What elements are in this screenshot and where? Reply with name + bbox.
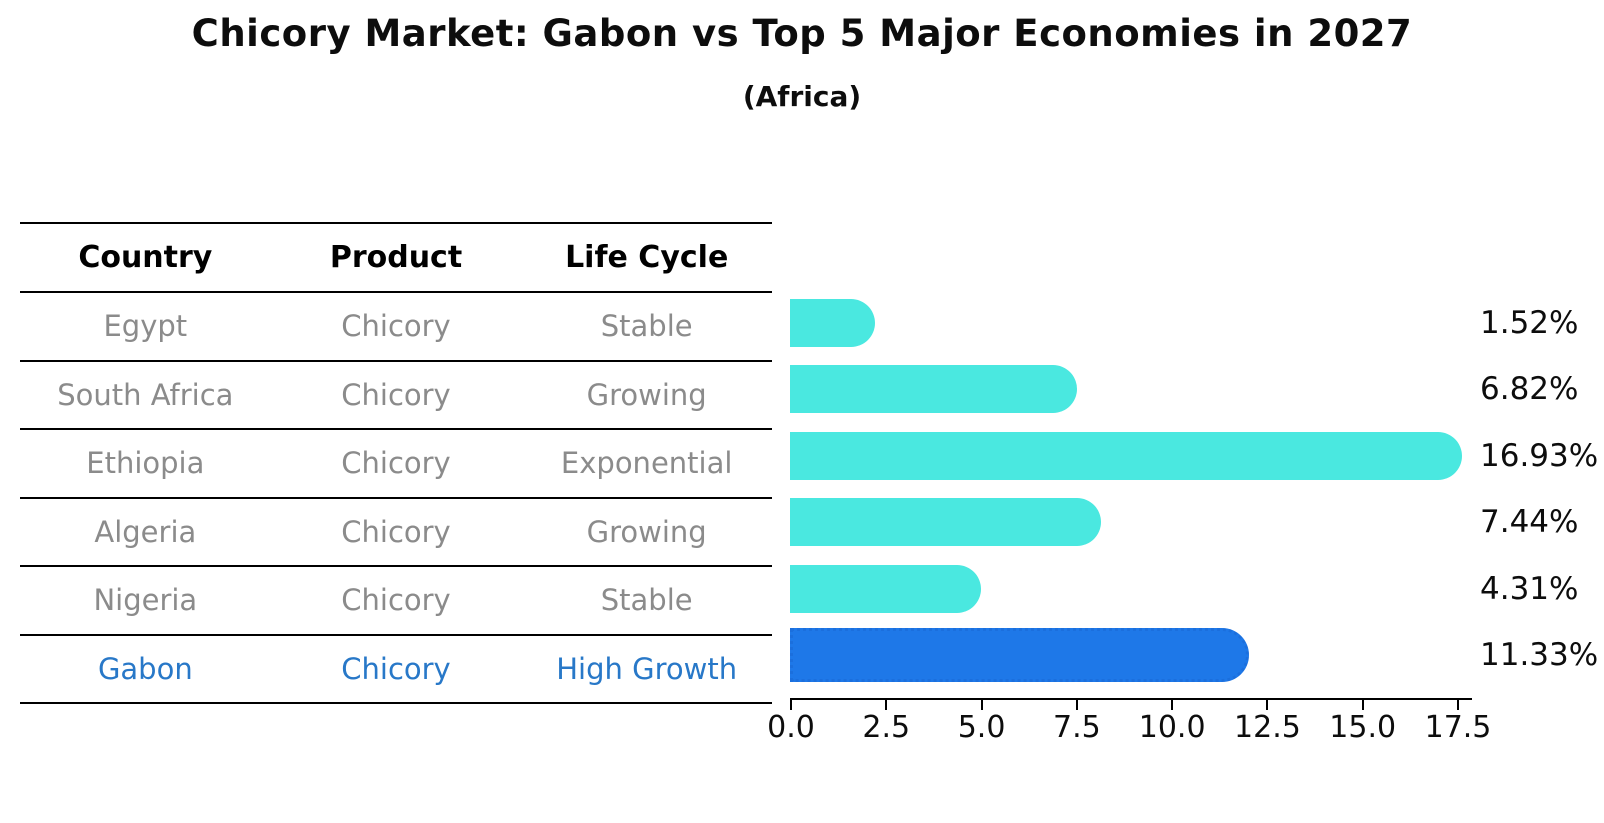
bar (790, 431, 1463, 480)
cell-product: Chicory (341, 514, 451, 549)
x-axis-tick-label: 15.0 (1329, 710, 1397, 745)
cell-life-cycle: Exponential (560, 446, 733, 481)
header-cell-life-cycle: Life Cycle (565, 240, 729, 275)
cell-life-cycle: Growing (586, 514, 707, 549)
x-axis-tick (1266, 700, 1269, 710)
x-axis-tick-label: 10.0 (1138, 710, 1206, 745)
bar (790, 498, 1101, 546)
table-header-row: Country Product Life Cycle (20, 222, 772, 293)
value-label: 1.52% (1480, 304, 1579, 341)
bar (790, 365, 1077, 413)
cell-country: Ethiopia (86, 446, 205, 481)
table-row: Algeria Chicory Growing (20, 499, 772, 567)
cell-product: Chicory (341, 583, 451, 618)
value-label: 16.93% (1480, 437, 1599, 474)
cell-country: Egypt (103, 309, 188, 344)
cell-country: South Africa (57, 377, 234, 412)
x-axis-tick (885, 700, 888, 710)
value-label: 6.82% (1480, 371, 1579, 407)
bar-row: 1.52% (790, 298, 1604, 347)
bar-row: 11.33% (790, 628, 1604, 682)
x-axis-tick-label: 2.5 (862, 710, 911, 745)
table-row: Ethiopia Chicory Exponential (20, 430, 772, 499)
table-row: South Africa Chicory Growing (20, 362, 772, 430)
x-axis-tick-label: 12.5 (1234, 710, 1301, 745)
bar (790, 564, 982, 613)
value-label: 7.44% (1480, 504, 1579, 540)
page-subtitle: (Africa) (742, 80, 862, 113)
value-label: 4.31% (1480, 570, 1579, 607)
x-axis-tick (1361, 700, 1364, 710)
comparison-table: Country Product Life Cycle Egypt Chicory… (20, 222, 772, 704)
x-axis-line (790, 698, 1472, 700)
header-cell-country: Country (78, 240, 213, 275)
x-axis-tick (1171, 700, 1174, 710)
bar-highlight (790, 628, 1249, 682)
x-axis-tick (980, 700, 983, 710)
value-label: 11.33% (1480, 637, 1599, 673)
page-title: Chicory Market: Gabon vs Top 5 Major Eco… (191, 12, 1413, 55)
cell-life-cycle: Stable (600, 583, 693, 618)
x-axis-tick (1075, 700, 1078, 710)
header-cell-product: Product (329, 240, 463, 275)
bar-chart-plot: 1.52% 6.82% 16.93% 7.44% 4.31% 11.33% 0.0 2.5 5.… (767, 222, 1604, 745)
bar-row: 6.82% (790, 365, 1604, 413)
table-row: Egypt Chicory Stable (20, 293, 772, 362)
x-axis-tick-label: 0.0 (767, 710, 815, 745)
table-row: Gabon Chicory High Growth (20, 636, 772, 704)
cell-product: Chicory (341, 377, 451, 412)
x-axis-tick-label: 17.5 (1424, 710, 1492, 745)
table-row: Nigeria Chicory Stable (20, 567, 772, 636)
x-axis-tick (790, 700, 792, 710)
table-body: Egypt Chicory Stable South Africa Chicor… (20, 293, 772, 704)
cell-life-cycle: High Growth (556, 651, 738, 686)
bar-row: 7.44% (790, 498, 1604, 546)
cell-country: Algeria (94, 514, 197, 549)
bar (790, 298, 875, 347)
x-axis-tick (1457, 700, 1459, 710)
x-axis-tick-label: 7.5 (1052, 710, 1101, 745)
bar-row: 4.31% (790, 564, 1604, 613)
cell-country: Gabon (97, 651, 193, 686)
cell-product: Chicory (341, 446, 451, 481)
cell-country: Nigeria (93, 583, 198, 618)
cell-life-cycle: Stable (600, 309, 693, 344)
cell-product: Chicory (341, 309, 451, 344)
x-axis-tick-label: 5.0 (957, 710, 1006, 745)
cell-product: Chicory (341, 651, 451, 686)
bar-row: 16.93% (790, 431, 1604, 480)
cell-life-cycle: Growing (586, 377, 707, 412)
